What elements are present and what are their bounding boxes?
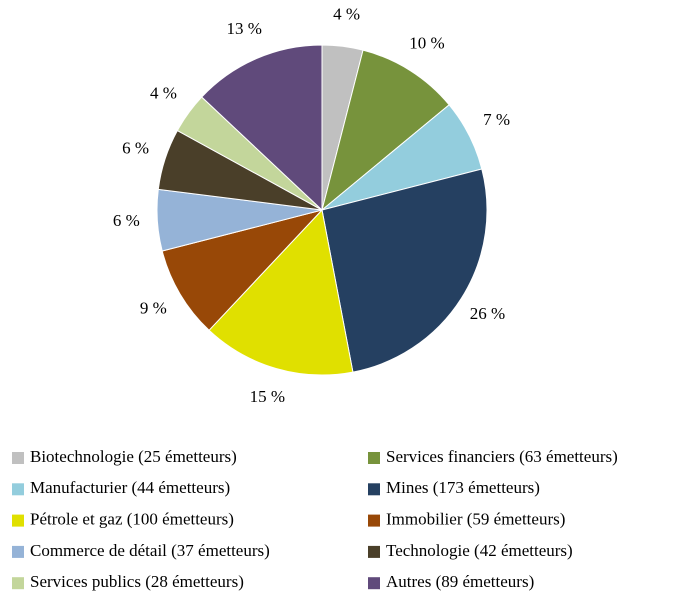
legend-label: Manufacturier (44 émetteurs) bbox=[30, 478, 230, 497]
legend-label: Services publics (28 émetteurs) bbox=[30, 572, 244, 591]
legend-label: Commerce de détail (37 émetteurs) bbox=[30, 541, 270, 560]
pie-slice bbox=[201, 44, 323, 212]
data-label: 6 % bbox=[113, 211, 140, 230]
legend-label: Mines (173 émetteurs) bbox=[386, 478, 540, 497]
data-label: 6 % bbox=[122, 138, 149, 157]
data-label: 15 % bbox=[250, 387, 285, 406]
data-label: 10 % bbox=[409, 33, 444, 52]
legend-label: Pétrole et gaz (100 émetteurs) bbox=[30, 510, 234, 529]
legend-swatch bbox=[368, 483, 380, 496]
legend-label: Autres (89 émetteurs) bbox=[386, 572, 534, 591]
legend-swatch bbox=[368, 514, 380, 527]
legend-swatch bbox=[12, 545, 24, 558]
pie-slice bbox=[321, 49, 450, 212]
pie-slice bbox=[161, 209, 324, 331]
legend-swatch bbox=[12, 514, 24, 527]
legend-label: Immobilier (59 émetteurs) bbox=[386, 510, 565, 529]
legend-swatch bbox=[12, 452, 24, 464]
data-label: 4 % bbox=[150, 84, 177, 103]
legend-swatch bbox=[368, 577, 380, 590]
data-label: 26 % bbox=[470, 304, 505, 323]
legend-swatch bbox=[368, 452, 380, 464]
data-label: 4 % bbox=[333, 4, 360, 23]
data-label: 7 % bbox=[483, 110, 510, 129]
legend-label: Services financiers (63 émetteurs) bbox=[386, 447, 618, 466]
pie-slice bbox=[321, 168, 488, 373]
legend-swatch bbox=[12, 577, 24, 590]
data-label: 9 % bbox=[140, 299, 167, 318]
data-label: 13 % bbox=[226, 19, 261, 38]
legend-swatch bbox=[368, 545, 380, 558]
legend-label: Biotechnologie (25 émetteurs) bbox=[30, 447, 237, 466]
pie-slice bbox=[208, 208, 354, 376]
legend-label: Technologie (42 émetteurs) bbox=[386, 541, 573, 560]
legend-swatch bbox=[12, 483, 24, 496]
